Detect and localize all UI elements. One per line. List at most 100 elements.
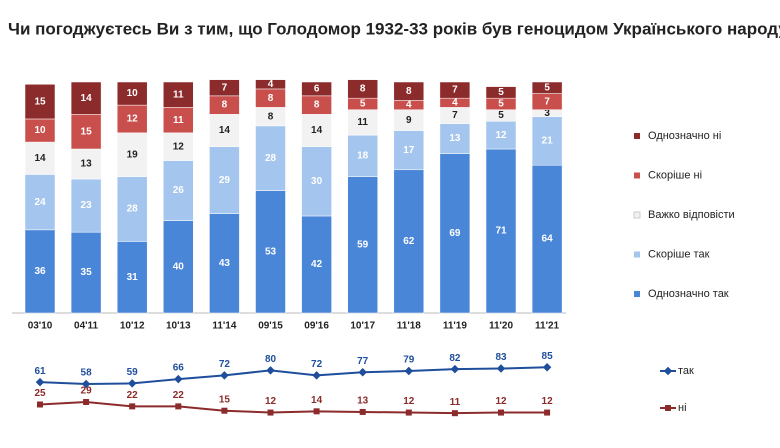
value-label: 12 bbox=[403, 396, 415, 407]
point bbox=[35, 377, 45, 387]
line bbox=[39, 366, 548, 386]
value-label: 31 bbox=[127, 272, 139, 283]
value-label: 28 bbox=[127, 204, 139, 215]
bar-segment bbox=[485, 86, 517, 99]
value-label: 9 bbox=[406, 115, 412, 126]
value-label: 12 bbox=[542, 396, 554, 407]
bar-segment bbox=[301, 81, 332, 97]
value-label: 11 bbox=[173, 89, 184, 100]
value-label: 79 bbox=[403, 355, 415, 366]
value-label: 8 bbox=[268, 93, 274, 104]
bar-segment bbox=[24, 229, 56, 314]
x-tick-label: 11'18 bbox=[397, 321, 422, 332]
bar-segment bbox=[209, 213, 240, 314]
point bbox=[358, 368, 367, 377]
value-label: 14 bbox=[81, 93, 93, 104]
value-label: 5 bbox=[544, 82, 550, 93]
value-label: 83 bbox=[495, 352, 507, 363]
value-label: 23 bbox=[81, 200, 93, 211]
bar-segment bbox=[485, 148, 517, 314]
value-label: 22 bbox=[127, 390, 139, 401]
value-label: 17 bbox=[403, 145, 415, 156]
value-label: 77 bbox=[357, 356, 369, 367]
bar-segment bbox=[116, 104, 148, 134]
x-tick-label: 11'20 bbox=[489, 321, 514, 332]
value-label: 66 bbox=[173, 363, 185, 374]
value-label: 7 bbox=[452, 110, 458, 121]
value-label: 8 bbox=[360, 84, 366, 95]
bar-segment bbox=[255, 190, 286, 314]
value-label: 69 bbox=[449, 228, 461, 239]
bar-segment bbox=[70, 81, 102, 115]
value-label: 10 bbox=[127, 88, 139, 99]
chart-title: Чи погоджуєтесь Ви з тим, що Голодомор 1… bbox=[8, 19, 780, 38]
bar-segment bbox=[347, 134, 378, 177]
bar-segment bbox=[116, 81, 148, 106]
value-label: 14 bbox=[34, 153, 46, 164]
bar-segment bbox=[70, 178, 102, 233]
bar-segment bbox=[301, 215, 332, 314]
value-label: 14 bbox=[311, 125, 323, 136]
bar-segment bbox=[301, 146, 332, 217]
value-label: 61 bbox=[34, 366, 46, 377]
value-label: 72 bbox=[219, 359, 231, 370]
value-label: 62 bbox=[403, 236, 415, 247]
legend-label: Однозначно так bbox=[648, 288, 729, 300]
value-label: 11 bbox=[357, 117, 368, 128]
value-label: 5 bbox=[498, 99, 504, 110]
value-label: 8 bbox=[406, 86, 412, 97]
value-label: 26 bbox=[173, 185, 185, 196]
bar-segment bbox=[393, 169, 425, 314]
value-label: 19 bbox=[127, 149, 139, 160]
value-label: 8 bbox=[222, 100, 228, 111]
legend-label: так bbox=[678, 365, 694, 377]
value-label: 15 bbox=[81, 126, 93, 137]
bar-segment bbox=[393, 130, 425, 171]
bar-segment bbox=[393, 81, 425, 101]
bar-segment bbox=[439, 123, 471, 154]
bar-segment bbox=[347, 109, 378, 136]
legend-swatch bbox=[633, 211, 641, 219]
bar-segment bbox=[116, 176, 148, 242]
value-label: 15 bbox=[219, 394, 231, 405]
value-label: 72 bbox=[311, 359, 323, 370]
x-tick-label: 04'11 bbox=[74, 321, 99, 332]
point bbox=[359, 408, 366, 415]
value-label: 36 bbox=[34, 266, 46, 277]
point bbox=[496, 364, 506, 373]
value-label: 53 bbox=[265, 246, 277, 257]
point bbox=[81, 379, 91, 389]
value-label: 7 bbox=[452, 85, 458, 96]
point bbox=[174, 374, 183, 384]
bar-segment bbox=[485, 121, 517, 150]
bar-segment bbox=[163, 220, 194, 314]
value-label: 12 bbox=[127, 114, 139, 125]
value-label: 64 bbox=[542, 234, 554, 245]
value-label: 29 bbox=[219, 175, 231, 186]
value-label: 4 bbox=[406, 100, 412, 111]
bar-segment bbox=[347, 176, 378, 314]
value-label: 71 bbox=[495, 226, 507, 237]
value-label: 29 bbox=[81, 386, 93, 397]
bar-segment bbox=[70, 148, 102, 180]
legend-label: ні bbox=[678, 402, 687, 414]
legend-marker bbox=[663, 366, 673, 376]
legend-swatch bbox=[634, 133, 640, 139]
value-label: 11 bbox=[173, 115, 184, 126]
bar-segment bbox=[163, 107, 194, 134]
x-tick-label: 10'13 bbox=[166, 321, 191, 332]
point bbox=[404, 366, 414, 376]
point bbox=[451, 410, 458, 417]
value-label: 5 bbox=[498, 87, 504, 98]
value-label: 12 bbox=[495, 396, 507, 407]
value-label: 4 bbox=[268, 79, 274, 90]
legend-label: Скоріше ні bbox=[648, 169, 702, 181]
value-label: 21 bbox=[542, 136, 554, 147]
value-label: 30 bbox=[311, 176, 323, 187]
value-label: 7 bbox=[222, 82, 228, 93]
value-label: 43 bbox=[219, 258, 231, 269]
value-label: 24 bbox=[34, 197, 46, 208]
x-tick-label: 10'12 bbox=[120, 321, 145, 332]
point bbox=[266, 366, 275, 375]
